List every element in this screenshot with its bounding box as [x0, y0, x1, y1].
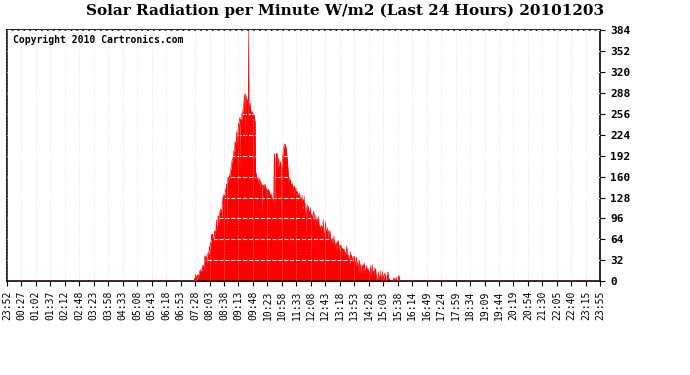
Text: Solar Radiation per Minute W/m2 (Last 24 Hours) 20101203: Solar Radiation per Minute W/m2 (Last 24…	[86, 4, 604, 18]
Text: Copyright 2010 Cartronics.com: Copyright 2010 Cartronics.com	[13, 35, 184, 45]
